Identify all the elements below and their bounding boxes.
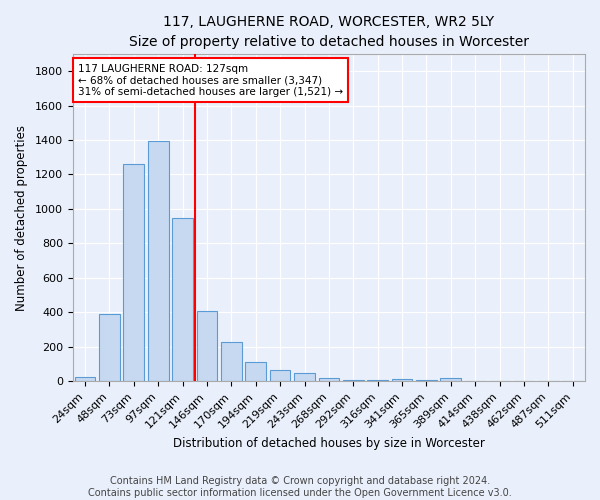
Bar xyxy=(221,342,242,382)
Bar xyxy=(197,310,217,382)
Bar xyxy=(440,378,461,382)
Title: 117, LAUGHERNE ROAD, WORCESTER, WR2 5LY
Size of property relative to detached ho: 117, LAUGHERNE ROAD, WORCESTER, WR2 5LY … xyxy=(129,15,529,48)
Bar xyxy=(294,373,315,382)
Bar xyxy=(74,377,95,382)
Bar xyxy=(124,164,144,382)
Bar xyxy=(245,362,266,382)
Y-axis label: Number of detached properties: Number of detached properties xyxy=(15,124,28,310)
Bar xyxy=(367,380,388,382)
Bar xyxy=(172,218,193,382)
Bar xyxy=(270,370,290,382)
Bar xyxy=(392,379,412,382)
Bar xyxy=(319,378,339,382)
Bar xyxy=(148,141,169,382)
Bar xyxy=(99,314,120,382)
Bar xyxy=(343,380,364,382)
Bar xyxy=(416,380,437,382)
Text: Contains HM Land Registry data © Crown copyright and database right 2024.
Contai: Contains HM Land Registry data © Crown c… xyxy=(88,476,512,498)
Text: 117 LAUGHERNE ROAD: 127sqm
← 68% of detached houses are smaller (3,347)
31% of s: 117 LAUGHERNE ROAD: 127sqm ← 68% of deta… xyxy=(78,64,343,97)
X-axis label: Distribution of detached houses by size in Worcester: Distribution of detached houses by size … xyxy=(173,437,485,450)
